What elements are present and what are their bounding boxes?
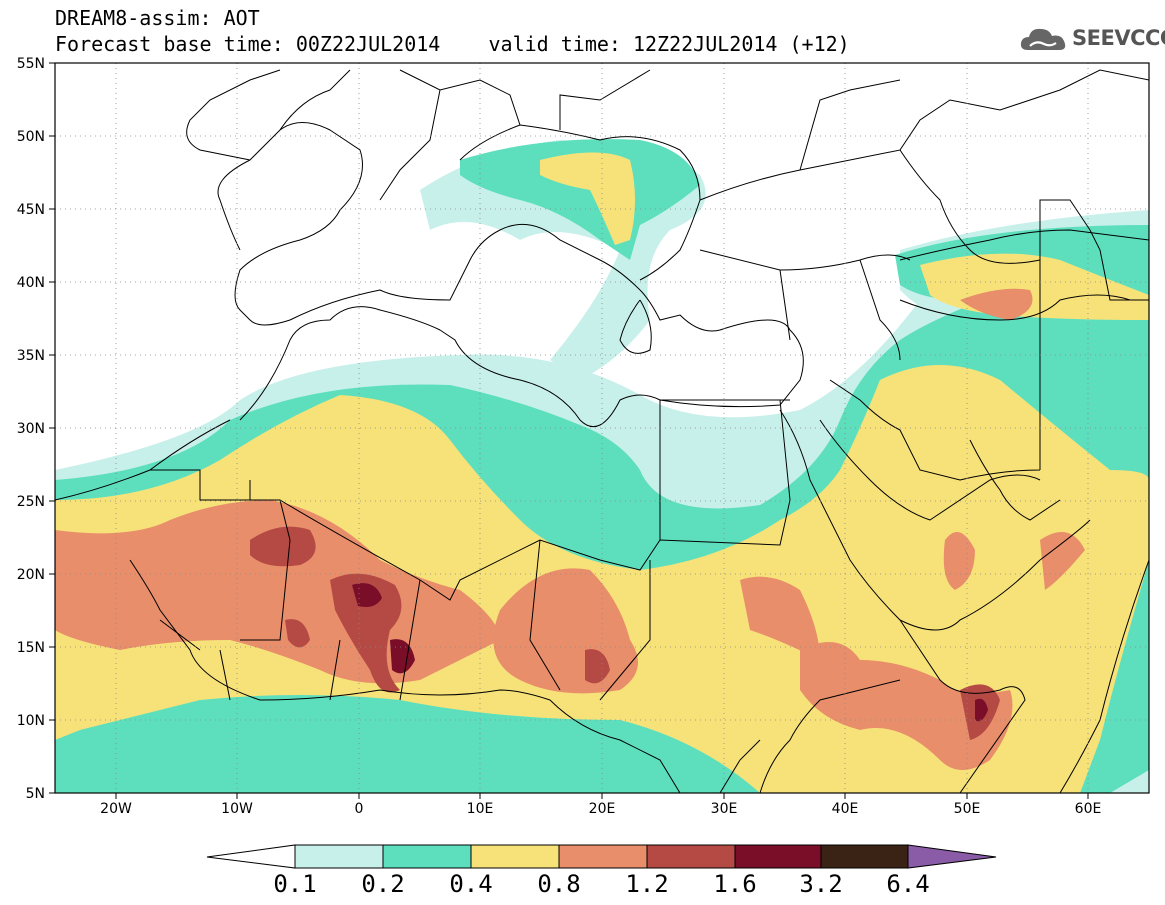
lat-label: 25N bbox=[17, 494, 45, 510]
lat-label: 35N bbox=[17, 348, 45, 364]
title-line-1: DREAM8-assim: AOT bbox=[55, 6, 260, 30]
lon-label: 0 bbox=[355, 801, 364, 817]
colorbar-label: 0.8 bbox=[537, 870, 581, 898]
coastlines bbox=[55, 69, 1149, 793]
graticule bbox=[55, 63, 1149, 793]
forecast-base-time: Forecast base time: 00Z22JUL2014 bbox=[55, 32, 441, 56]
lon-label: 30E bbox=[711, 801, 738, 817]
lat-label: 15N bbox=[17, 640, 45, 656]
cloud-icon bbox=[1020, 28, 1066, 50]
lat-label: 50N bbox=[17, 129, 45, 145]
lon-label: 60E bbox=[1075, 801, 1102, 817]
lat-label: 30N bbox=[17, 421, 45, 437]
valid-time: valid time: 12Z22JUL2014 (+12) bbox=[488, 32, 850, 56]
colorbar-label: 0.2 bbox=[361, 870, 405, 898]
lon-label: 20E bbox=[589, 801, 616, 817]
lon-label: 50E bbox=[954, 801, 981, 817]
axis-ticks bbox=[49, 62, 1089, 799]
logo-text: SEEVCCC bbox=[1072, 26, 1165, 50]
lon-label: 20W bbox=[100, 801, 132, 817]
lat-label: 45N bbox=[17, 202, 45, 218]
title-line-2: Forecast base time: 00Z22JUL2014 valid t… bbox=[55, 33, 850, 55]
colorbar-label: 1.2 bbox=[625, 870, 669, 898]
lat-label: 10N bbox=[17, 713, 45, 729]
colorbar-label: 3.2 bbox=[799, 870, 843, 898]
colorbar-label: 6.4 bbox=[886, 870, 930, 898]
colorbar-label: 0.1 bbox=[273, 870, 317, 898]
aot-field bbox=[55, 139, 1149, 793]
lat-label: 40N bbox=[17, 275, 45, 291]
colorbar-label: 0.4 bbox=[449, 870, 493, 898]
colorbar-label: 1.6 bbox=[713, 870, 757, 898]
lon-label: 10E bbox=[467, 801, 494, 817]
lat-labels: 55N 50N 45N 40N 35N 30N 25N 20N 15N 10N … bbox=[17, 56, 45, 802]
lon-label: 40E bbox=[832, 801, 859, 817]
lat-label: 5N bbox=[26, 786, 45, 802]
lat-label: 55N bbox=[17, 56, 45, 72]
lon-labels: 20W 10W 0 10E 20E 30E 40E 50E 60E bbox=[100, 801, 1101, 817]
lon-label: 10W bbox=[221, 801, 253, 817]
lat-label: 20N bbox=[17, 567, 45, 583]
